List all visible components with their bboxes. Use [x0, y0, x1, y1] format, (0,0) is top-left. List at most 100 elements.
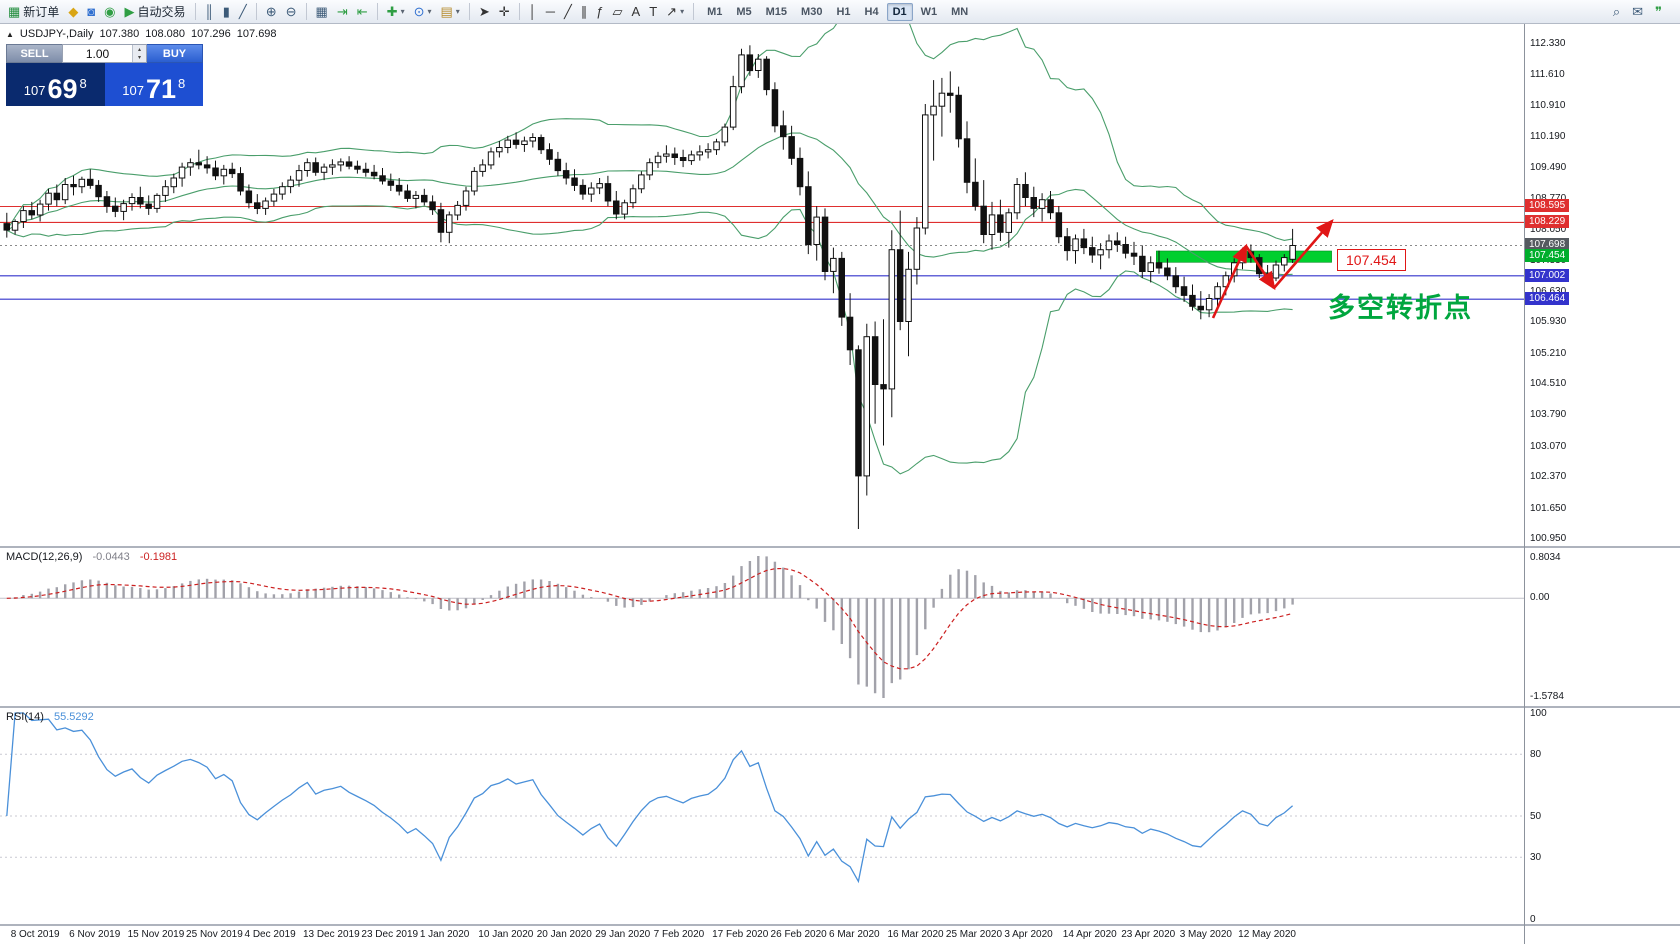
chart-header: ▲ USDJPY-,Daily 107.380 108.080 107.296 …	[6, 28, 277, 40]
volume-decrease-button[interactable]: ▾	[133, 53, 146, 62]
rsi-scale-label: 0	[1530, 914, 1536, 925]
price-tick-label: 100.950	[1530, 533, 1567, 544]
price-tick-label: 109.490	[1530, 161, 1567, 173]
sell-button[interactable]: SELL	[6, 44, 62, 63]
trendline-icon[interactable]: ╱	[560, 2, 576, 22]
date-label: 6 Nov 2019	[69, 929, 121, 940]
timeframe-h1-button[interactable]: H1	[836, 5, 851, 18]
main-chart-pane[interactable]: ▲ USDJPY-,Daily 107.380 108.080 107.296 …	[0, 24, 1524, 546]
chevron-down-icon: ▾	[427, 7, 432, 16]
notifications-icon[interactable]: ✉	[1628, 2, 1647, 22]
date-label: 20 Jan 2020	[536, 929, 592, 940]
indicators-button[interactable]: ✚ ▾	[383, 2, 409, 22]
chart-shift-icon[interactable]: ⇤	[353, 2, 372, 22]
pane-separator[interactable]	[0, 546, 1680, 548]
crosshair-icon[interactable]: ✛	[495, 2, 514, 22]
tile-windows-icon[interactable]: ▦	[312, 2, 332, 22]
vertical-line-icon[interactable]: │	[525, 2, 541, 22]
rsi-pane[interactable]: RSI(14) 55.5292	[0, 708, 1524, 924]
timeframe-m5-button[interactable]: M5	[736, 5, 752, 18]
time-scale[interactable]: 8 Oct 2019 6 Nov 2019 15 Nov 2019 25 Nov 20…	[0, 926, 1524, 944]
buy-price-prefix: 107	[122, 83, 144, 98]
date-label: 26 Feb 2020	[770, 929, 827, 940]
annotation-text[interactable]: 多空转折点	[1328, 293, 1473, 324]
toolbar-right-icons: ⌕ ✉ ❞	[1609, 2, 1676, 22]
zoom-in-icon: ⊕	[265, 4, 277, 19]
price-tick-label: 103.070	[1530, 440, 1567, 452]
channel-icon: ∥	[580, 4, 588, 19]
label-icon[interactable]: T	[645, 2, 661, 22]
channel-icon[interactable]: ∥	[577, 2, 592, 22]
cursor-icon: ➤	[478, 4, 490, 19]
sell-price-prefix: 107	[23, 83, 46, 98]
date-label: 3 Apr 2020	[1004, 929, 1053, 940]
toolbar-separator	[194, 3, 196, 20]
macd-scale[interactable]: 0.8034 0.00 -1.5784	[1525, 548, 1680, 706]
zoom-in-icon[interactable]: ⊕	[262, 2, 281, 22]
periods-button[interactable]: ⊙ ▾	[410, 2, 436, 22]
chart-window-icon[interactable]: ◆	[64, 2, 82, 22]
collapse-panel-icon[interactable]: ▲	[6, 29, 14, 39]
chevron-down-icon: ▾	[680, 7, 685, 16]
chat-icon: ❞	[1655, 4, 1662, 19]
autotrade-button[interactable]: ▶ 自动交易	[121, 2, 190, 22]
volume-spinner: ▴ ▾	[132, 45, 146, 62]
timeframe-m30-button[interactable]: M30	[801, 5, 823, 18]
macd-pane[interactable]: MACD(12,26,9) -0.0443 -0.1981	[0, 548, 1524, 706]
buy-button[interactable]: BUY	[147, 44, 203, 63]
chevron-down-icon: ▾	[455, 7, 460, 16]
buy-price-sup: 8	[178, 76, 186, 91]
date-label: 7 Feb 2020	[653, 929, 705, 940]
line-chart-icon[interactable]: ╱	[235, 2, 251, 22]
chat-icon[interactable]: ❞	[1651, 2, 1666, 22]
macd-scale-label: 0.8034	[1530, 552, 1561, 563]
horizontal-line-icon[interactable]: ─	[542, 2, 559, 22]
templates-button[interactable]: ▤ ▾	[437, 2, 464, 22]
drawn-arrow[interactable]	[1273, 219, 1334, 289]
pane-separator[interactable]	[0, 924, 1680, 926]
cursor-icon[interactable]: ➤	[475, 2, 494, 22]
templates-icon: ▤	[440, 4, 453, 19]
price-scale[interactable]: 112.330 111.610 110.910 110.190 109.490 108.7…	[1525, 24, 1680, 546]
drawn-arrow[interactable]	[1211, 243, 1248, 319]
timeframe-h4-button[interactable]: H4	[864, 5, 879, 18]
rsi-scale[interactable]: 100 80 50 30 0	[1525, 708, 1680, 925]
date-label: 12 May 2020	[1238, 929, 1296, 940]
indicators-icon: ✚	[386, 4, 398, 19]
profiles-icon[interactable]: ◙	[83, 2, 99, 22]
price-tag: 107.454	[1525, 249, 1570, 263]
sell-price-display[interactable]: 107 69 8	[6, 63, 105, 106]
tile-windows-icon: ▦	[315, 4, 328, 19]
timeframe-m1-button[interactable]: M1	[707, 5, 723, 18]
auto-scroll-icon[interactable]: ⇥	[333, 2, 352, 22]
bar-chart-icon[interactable]: ║	[201, 2, 218, 22]
price-tag: 108.229	[1525, 215, 1570, 229]
bollinger-lower-band	[6, 205, 1293, 475]
fibonacci-icon[interactable]: ƒ	[592, 2, 607, 22]
arrows-tool-icon[interactable]: ↗ ▾	[662, 2, 688, 22]
price-tick-label: 108.050	[1530, 224, 1567, 236]
refresh-icon[interactable]: ◉	[100, 2, 119, 22]
price-callout[interactable]: 107.454	[1337, 249, 1406, 271]
rsi-line	[6, 712, 1294, 884]
timeframe-d1-button[interactable]: D1	[886, 2, 913, 21]
search-icon: ⌕	[1612, 4, 1621, 19]
drawn-arrow[interactable]	[1244, 245, 1276, 291]
date-label: 29 Jan 2020	[595, 929, 651, 940]
buy-price-display[interactable]: 107 71 8	[104, 63, 203, 106]
fibonacci-icon: ƒ	[596, 4, 604, 19]
timeframe-mn-button[interactable]: MN	[951, 5, 969, 18]
shapes-icon[interactable]: ▱	[609, 2, 627, 22]
new-order-button[interactable]: ▦ 新订单	[4, 2, 63, 22]
date-label: 23 Apr 2020	[1121, 929, 1176, 940]
timeframe-w1-button[interactable]: W1	[920, 5, 938, 18]
zoom-out-icon[interactable]: ⊖	[282, 2, 301, 22]
text-icon[interactable]: A	[628, 2, 645, 22]
macd-scale-label: -1.5784	[1530, 691, 1564, 702]
search-icon[interactable]: ⌕	[1609, 2, 1624, 22]
volume-increase-button[interactable]: ▴	[133, 45, 146, 54]
timeframe-m15-button[interactable]: M15	[765, 5, 788, 18]
volume-input[interactable]	[63, 45, 132, 62]
pane-separator[interactable]	[0, 706, 1680, 708]
candlestick-chart-icon[interactable]: ▮	[219, 2, 234, 22]
